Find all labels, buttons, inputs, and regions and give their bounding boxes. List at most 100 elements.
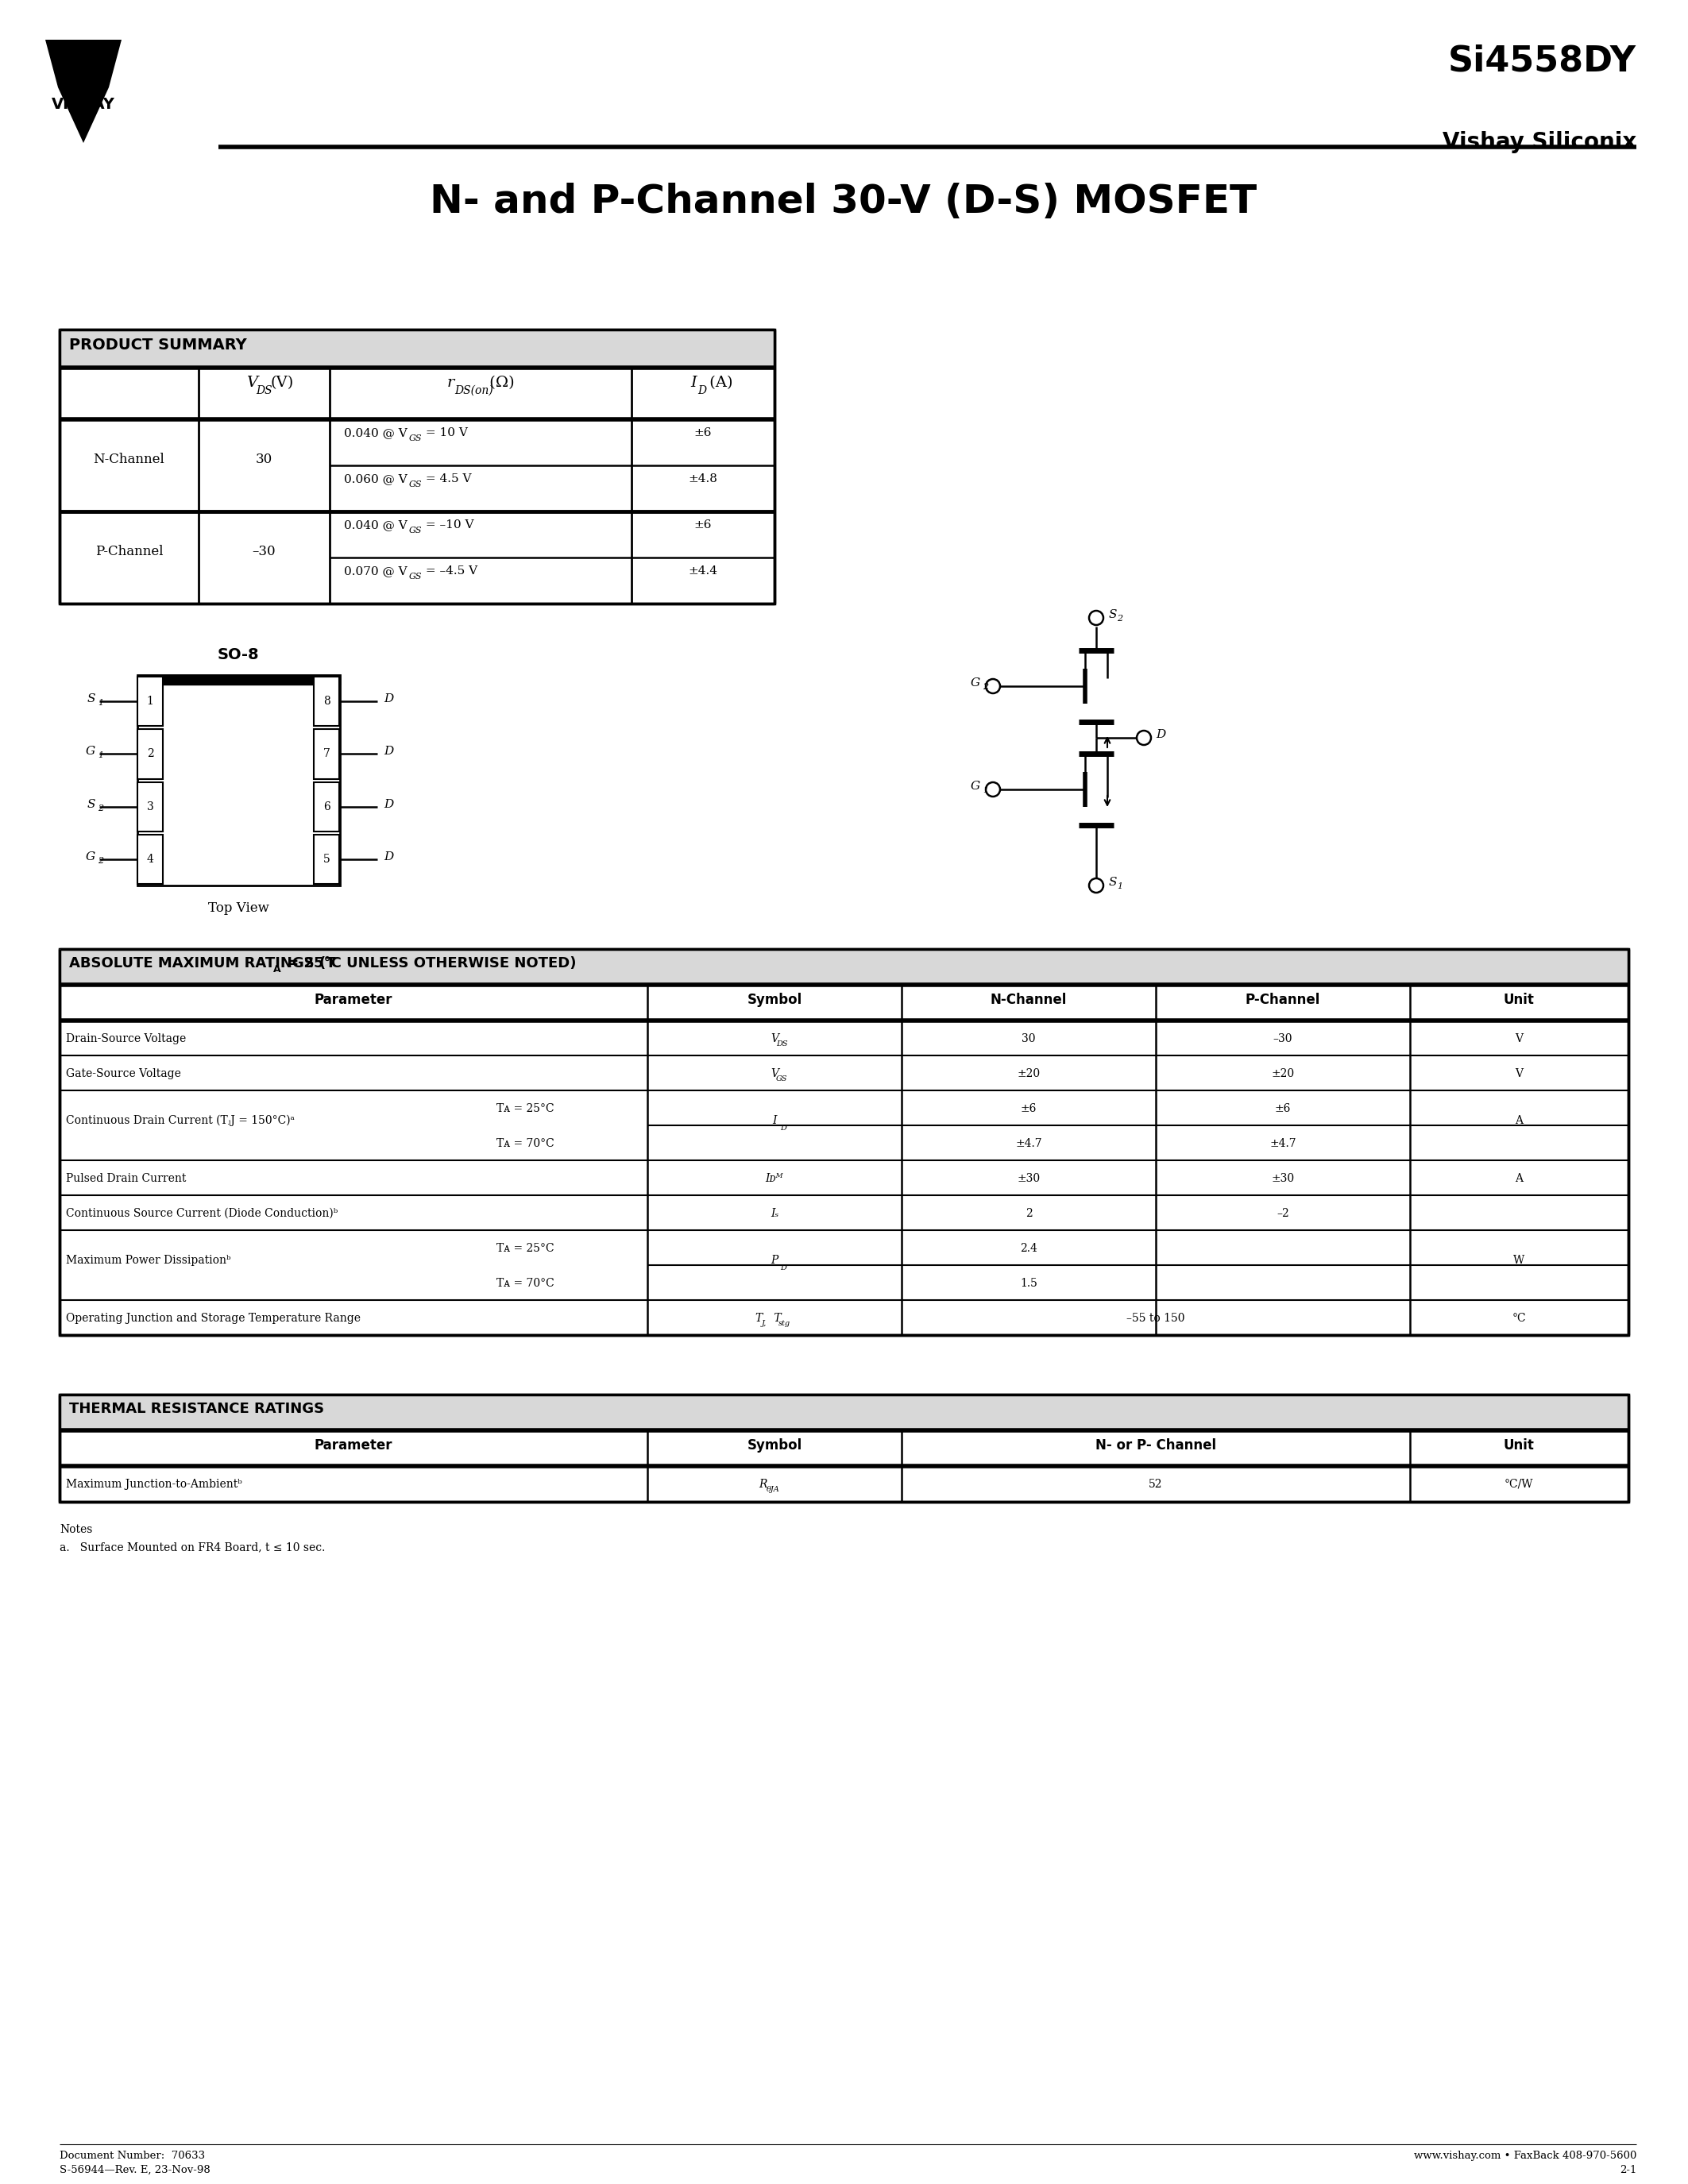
Text: Maximum Junction-to-Ambientᵇ: Maximum Junction-to-Ambientᵇ (66, 1479, 241, 1489)
Text: SO-8: SO-8 (218, 646, 260, 662)
Bar (59, 1396, 1629, 1431)
Text: W: W (1512, 1256, 1524, 1267)
Text: A: A (1514, 1173, 1523, 1184)
Text: = 10 V: = 10 V (422, 428, 468, 439)
Polygon shape (46, 39, 122, 87)
Text: 1: 1 (98, 699, 103, 708)
Text: GS: GS (408, 526, 422, 535)
Text: D: D (780, 1125, 787, 1131)
Text: T: T (770, 1313, 782, 1324)
Bar (59, 1396, 1629, 1503)
Text: 3: 3 (147, 802, 154, 812)
Text: Unit: Unit (1504, 994, 1534, 1007)
Text: 5: 5 (322, 854, 329, 865)
Text: θJA: θJA (766, 1485, 780, 1494)
Text: DS: DS (776, 1040, 788, 1048)
Text: Si4558DY: Si4558DY (1448, 44, 1636, 79)
Text: ±30: ±30 (1271, 1173, 1295, 1184)
Text: Drain-Source Voltage: Drain-Source Voltage (66, 1033, 186, 1044)
Text: GS: GS (408, 435, 422, 443)
Text: I: I (773, 1116, 776, 1127)
Text: 1: 1 (147, 697, 154, 708)
Text: D: D (383, 852, 393, 863)
Bar (314, 729, 339, 780)
Text: DS: DS (257, 384, 272, 395)
Text: stg: stg (778, 1319, 790, 1328)
Text: 30: 30 (255, 452, 272, 465)
Text: 6: 6 (322, 802, 329, 812)
Text: Iₛ: Iₛ (770, 1208, 778, 1219)
Text: Parameter: Parameter (314, 994, 393, 1007)
Text: A: A (273, 963, 280, 974)
Text: Tᴀ = 70°C: Tᴀ = 70°C (496, 1278, 554, 1289)
Text: ±6: ±6 (694, 428, 712, 439)
Text: V: V (770, 1033, 778, 1044)
Text: ±6: ±6 (694, 520, 712, 531)
Text: G: G (971, 780, 981, 793)
Bar (59, 950, 1629, 985)
Text: 2: 2 (147, 749, 154, 760)
Text: 0.060 @ V: 0.060 @ V (344, 474, 407, 485)
Text: G: G (971, 677, 981, 688)
Text: D: D (383, 695, 393, 705)
Text: a.   Surface Mounted on FR4 Board, t ≤ 10 sec.: a. Surface Mounted on FR4 Board, t ≤ 10 … (59, 1542, 326, 1553)
Text: 30: 30 (1021, 1033, 1036, 1044)
Bar (314, 782, 339, 832)
Bar (314, 834, 339, 885)
Text: 2: 2 (982, 684, 987, 690)
Text: Continuous Source Current (Diode Conduction)ᵇ: Continuous Source Current (Diode Conduct… (66, 1208, 338, 1219)
Text: D: D (697, 384, 706, 395)
Text: Unit: Unit (1504, 1439, 1534, 1452)
Text: THERMAL RESISTANCE RATINGS: THERMAL RESISTANCE RATINGS (69, 1402, 324, 1415)
Text: °C/W: °C/W (1504, 1479, 1533, 1489)
Text: Tᴀ = 25°C: Tᴀ = 25°C (496, 1103, 554, 1114)
Text: P-Channel: P-Channel (1246, 994, 1320, 1007)
Text: Symbol: Symbol (748, 1439, 802, 1452)
Text: J,: J, (761, 1319, 766, 1328)
Circle shape (986, 782, 999, 797)
Text: 2: 2 (1117, 614, 1123, 622)
Text: (Ω): (Ω) (484, 376, 515, 391)
Text: P-Channel: P-Channel (95, 544, 164, 557)
Text: 0.040 @ V: 0.040 @ V (344, 428, 407, 439)
Text: 0.040 @ V: 0.040 @ V (344, 520, 407, 531)
Text: ±6: ±6 (1274, 1103, 1291, 1114)
Text: 1: 1 (1117, 882, 1123, 891)
Text: N-Channel: N-Channel (93, 452, 165, 465)
Text: G: G (86, 852, 95, 863)
Text: ±4.4: ±4.4 (689, 566, 717, 577)
Text: r: r (447, 376, 454, 391)
Bar (137, 729, 162, 780)
Text: P: P (771, 1256, 778, 1267)
Text: 0.070 @ V: 0.070 @ V (344, 566, 407, 577)
Text: Symbol: Symbol (748, 994, 802, 1007)
Text: ±20: ±20 (1018, 1068, 1040, 1079)
Text: Tᴀ = 70°C: Tᴀ = 70°C (496, 1138, 554, 1149)
Text: S-56944—Rev. E, 23-Nov-98: S-56944—Rev. E, 23-Nov-98 (59, 2164, 211, 2175)
Text: 2: 2 (98, 804, 103, 812)
Bar (137, 675, 339, 684)
Text: Parameter: Parameter (314, 1439, 393, 1452)
Text: Gate-Source Voltage: Gate-Source Voltage (66, 1068, 181, 1079)
Bar (137, 677, 162, 725)
Text: N- or P- Channel: N- or P- Channel (1096, 1439, 1215, 1452)
Text: Top View: Top View (208, 902, 268, 915)
Bar (59, 330, 775, 603)
Bar (137, 834, 162, 885)
Text: D: D (780, 1265, 787, 1271)
Text: 2-1: 2-1 (1619, 2164, 1636, 2175)
Text: S: S (1109, 876, 1117, 889)
Text: ±20: ±20 (1271, 1068, 1295, 1079)
Text: 1: 1 (982, 786, 987, 795)
Text: 2: 2 (98, 856, 103, 865)
Text: GS: GS (776, 1075, 788, 1083)
Text: –30: –30 (1273, 1033, 1293, 1044)
Text: GS: GS (408, 480, 422, 489)
Text: S: S (88, 799, 95, 810)
Text: Tᴀ = 25°C: Tᴀ = 25°C (496, 1243, 554, 1254)
Text: www.vishay.com • FaxBack 408-970-5600: www.vishay.com • FaxBack 408-970-5600 (1413, 2151, 1636, 2160)
Text: D: D (1156, 729, 1165, 740)
Text: VISHAY: VISHAY (52, 96, 115, 111)
Text: S: S (1109, 609, 1117, 620)
Text: S: S (88, 695, 95, 705)
